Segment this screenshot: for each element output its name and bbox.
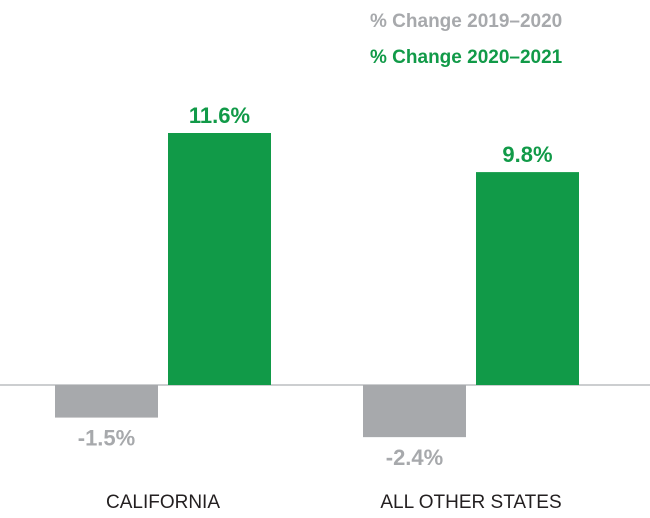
- bar: [363, 385, 466, 438]
- x-tick-label: ALL OTHER STATES: [380, 492, 561, 513]
- data-label: -1.5%: [78, 425, 135, 450]
- bar: [168, 133, 271, 385]
- legend-entry: % Change 2020–2021: [370, 47, 563, 68]
- x-tick-label: CALIFORNIA: [106, 492, 220, 513]
- bar: [55, 385, 158, 418]
- data-label: 9.8%: [502, 142, 552, 167]
- data-label: 11.6%: [189, 103, 250, 128]
- legend-entry: % Change 2019–2020: [370, 11, 562, 32]
- bar: [476, 172, 579, 385]
- data-label: -2.4%: [386, 445, 443, 470]
